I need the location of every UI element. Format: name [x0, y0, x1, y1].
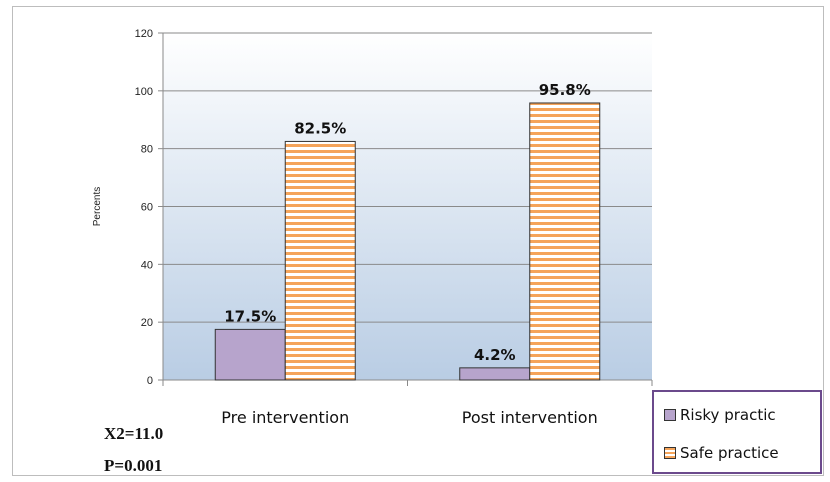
p-value-text: P=0.001 [104, 456, 163, 475]
legend-swatch-risky [664, 409, 676, 421]
y-tick-label: 40 [141, 259, 153, 271]
data-label-safe: 82.5% [294, 119, 346, 137]
y-tick-label: 80 [141, 144, 153, 156]
data-label-risky: 4.2% [474, 346, 516, 364]
y-tick-label: 60 [141, 202, 153, 214]
statistics-text: X2=11.0 P=0.001 [104, 418, 163, 482]
legend-item-safe: Safe practice [664, 444, 779, 462]
x-category-label: Pre intervention [221, 408, 349, 427]
data-label-risky: 17.5% [224, 307, 276, 325]
x-category-label: Post intervention [462, 408, 598, 427]
y-tick-label: 100 [135, 86, 153, 98]
data-label-safe: 95.8% [539, 81, 591, 99]
y-tick-label: 0 [147, 375, 153, 387]
legend-swatch-safe [664, 447, 676, 459]
legend-label-safe: Safe practice [680, 444, 779, 462]
bar-risky [459, 367, 531, 381]
y-axis-title: Percents [92, 187, 103, 226]
bar-safe [284, 140, 356, 381]
legend-item-risky: Risky practic [664, 406, 776, 424]
y-tick-label: 20 [141, 317, 153, 329]
bar-risky [214, 328, 286, 381]
chart-legend: Risky practic Safe practice [652, 390, 822, 474]
y-tick-label: 120 [135, 28, 153, 40]
legend-label-risky: Risky practic [680, 406, 776, 424]
bar-safe [529, 102, 601, 381]
chi-square-text: X2=11.0 [104, 424, 164, 443]
